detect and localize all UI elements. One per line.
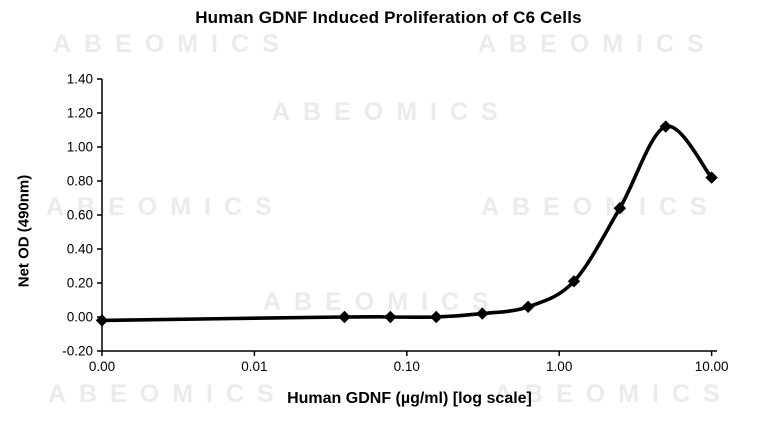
y-tick-label: 0.60	[67, 208, 93, 223]
y-tick-label: 1.40	[67, 72, 93, 87]
series-line	[100, 124, 714, 323]
data-point-marker	[659, 120, 672, 133]
y-tick-label: 1.20	[67, 106, 93, 121]
y-tick-label: -0.20	[62, 344, 93, 359]
x-tick-label: 0.10	[394, 359, 420, 374]
data-point-marker	[384, 310, 397, 324]
x-tick-label: 0.01	[241, 359, 267, 374]
data-point-marker	[521, 300, 535, 313]
x-tick-label: 1.00	[546, 359, 572, 374]
chart-title: Human GDNF Induced Proliferation of C6 C…	[195, 8, 582, 27]
y-tick-label: 0.40	[67, 242, 93, 257]
watermark-text: ABEOMICS	[481, 193, 720, 221]
data-point-marker	[338, 310, 351, 324]
data-point-marker	[705, 171, 718, 184]
data-point-marker	[476, 307, 489, 320]
y-tick-label: 1.00	[67, 140, 93, 155]
watermark-text: ABEOMICS	[478, 30, 717, 58]
y-axis-title: Net OD (490nm)	[15, 174, 33, 288]
data-point-marker	[430, 310, 443, 324]
watermark-text: ABEOMICS	[46, 193, 285, 221]
axis-lines	[101, 79, 717, 352]
x-tick-label: 0.00	[89, 359, 115, 374]
data-point-marker	[613, 202, 627, 215]
y-tick-label: 0.80	[67, 174, 93, 189]
x-axis-title: Human GDNF (µg/ml) [log scale]	[287, 390, 532, 407]
x-tick-label: 10.00	[695, 359, 729, 374]
watermark-text: ABEOMICS	[48, 380, 287, 408]
data-point-marker	[567, 275, 581, 288]
watermark-text: ABEOMICS	[263, 288, 502, 316]
data-point-marker	[95, 314, 109, 327]
y-tick-label: 0.00	[67, 310, 93, 325]
y-tick-label: 0.20	[67, 276, 93, 291]
watermark-text: ABEOMICS	[53, 30, 292, 58]
watermark-text: ABEOMICS	[272, 98, 511, 126]
watermark-text: ABEOMICS	[494, 380, 733, 408]
